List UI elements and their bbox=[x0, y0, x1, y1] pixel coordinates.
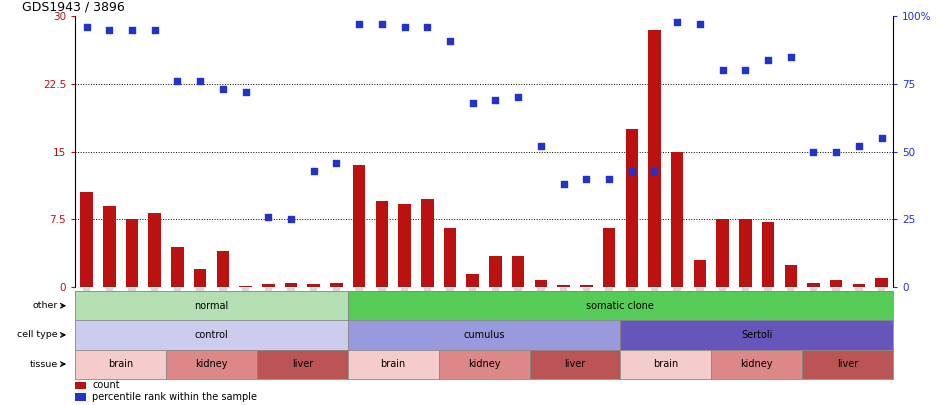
Bar bbox=[444, 228, 456, 287]
Bar bbox=[307, 284, 320, 287]
Text: liver: liver bbox=[291, 359, 313, 369]
Point bbox=[465, 100, 480, 106]
Bar bbox=[853, 284, 865, 287]
Bar bbox=[285, 283, 297, 287]
Bar bbox=[761, 222, 775, 287]
Text: count: count bbox=[92, 380, 119, 390]
Point bbox=[306, 167, 321, 174]
Bar bbox=[171, 247, 183, 287]
Point bbox=[829, 148, 844, 155]
Bar bbox=[216, 251, 229, 287]
Point bbox=[170, 78, 185, 85]
Bar bbox=[535, 280, 547, 287]
Text: brain: brain bbox=[108, 359, 133, 369]
Point bbox=[738, 67, 753, 74]
Bar bbox=[489, 256, 502, 287]
Point bbox=[715, 67, 730, 74]
Point bbox=[284, 216, 299, 223]
Point bbox=[806, 148, 821, 155]
Text: cumulus: cumulus bbox=[463, 330, 505, 340]
Bar bbox=[785, 264, 797, 287]
Bar bbox=[830, 280, 842, 287]
Point bbox=[647, 167, 662, 174]
Point bbox=[148, 26, 163, 33]
Point bbox=[397, 24, 412, 30]
Bar bbox=[352, 165, 366, 287]
Bar bbox=[625, 129, 638, 287]
Text: kidney: kidney bbox=[468, 359, 500, 369]
Text: cell type: cell type bbox=[17, 330, 58, 339]
Point bbox=[852, 143, 867, 149]
Point bbox=[215, 86, 230, 93]
Bar bbox=[739, 220, 752, 287]
Text: brain: brain bbox=[653, 359, 679, 369]
Text: brain: brain bbox=[381, 359, 406, 369]
Text: kidney: kidney bbox=[741, 359, 773, 369]
Bar bbox=[149, 213, 161, 287]
Bar bbox=[557, 286, 570, 287]
Text: control: control bbox=[195, 330, 228, 340]
Bar bbox=[75, 393, 86, 401]
Bar bbox=[194, 269, 207, 287]
Text: somatic clone: somatic clone bbox=[587, 301, 654, 311]
Text: normal: normal bbox=[195, 301, 228, 311]
Bar bbox=[103, 206, 116, 287]
Text: GDS1943 / 3896: GDS1943 / 3896 bbox=[22, 1, 125, 14]
Bar bbox=[75, 382, 86, 389]
Bar bbox=[716, 220, 728, 287]
Point bbox=[352, 21, 367, 28]
Point bbox=[443, 37, 458, 44]
Point bbox=[488, 97, 503, 103]
Point bbox=[102, 26, 117, 33]
Point bbox=[329, 159, 344, 166]
Bar bbox=[603, 228, 616, 287]
Bar bbox=[671, 151, 683, 287]
Point bbox=[602, 175, 617, 182]
Bar bbox=[875, 278, 888, 287]
Text: liver: liver bbox=[837, 359, 858, 369]
Point bbox=[193, 78, 208, 85]
Text: percentile rank within the sample: percentile rank within the sample bbox=[92, 392, 258, 402]
Bar bbox=[694, 260, 706, 287]
Text: tissue: tissue bbox=[29, 360, 58, 369]
Point bbox=[510, 94, 525, 101]
Bar bbox=[807, 283, 820, 287]
Bar bbox=[80, 192, 93, 287]
Point bbox=[874, 135, 889, 141]
Point bbox=[624, 167, 639, 174]
Bar bbox=[512, 256, 525, 287]
Bar bbox=[240, 286, 252, 287]
Bar bbox=[421, 198, 433, 287]
Text: liver: liver bbox=[564, 359, 586, 369]
Point bbox=[556, 181, 572, 188]
Bar bbox=[330, 283, 343, 287]
Bar bbox=[399, 204, 411, 287]
Bar bbox=[649, 30, 661, 287]
Point bbox=[374, 21, 389, 28]
Text: other: other bbox=[33, 301, 58, 310]
Point bbox=[260, 213, 275, 220]
Point bbox=[124, 26, 139, 33]
Point bbox=[669, 18, 684, 25]
Point bbox=[420, 24, 435, 30]
Text: Sertoli: Sertoli bbox=[741, 330, 773, 340]
Bar bbox=[126, 220, 138, 287]
Point bbox=[533, 143, 548, 149]
Point bbox=[783, 53, 798, 60]
Point bbox=[693, 21, 708, 28]
Bar bbox=[376, 201, 388, 287]
Bar bbox=[262, 284, 274, 287]
Point bbox=[760, 56, 776, 63]
Point bbox=[238, 89, 253, 95]
Point bbox=[579, 175, 594, 182]
Bar bbox=[466, 274, 479, 287]
Point bbox=[79, 24, 94, 30]
Text: kidney: kidney bbox=[196, 359, 227, 369]
Bar bbox=[580, 286, 592, 287]
